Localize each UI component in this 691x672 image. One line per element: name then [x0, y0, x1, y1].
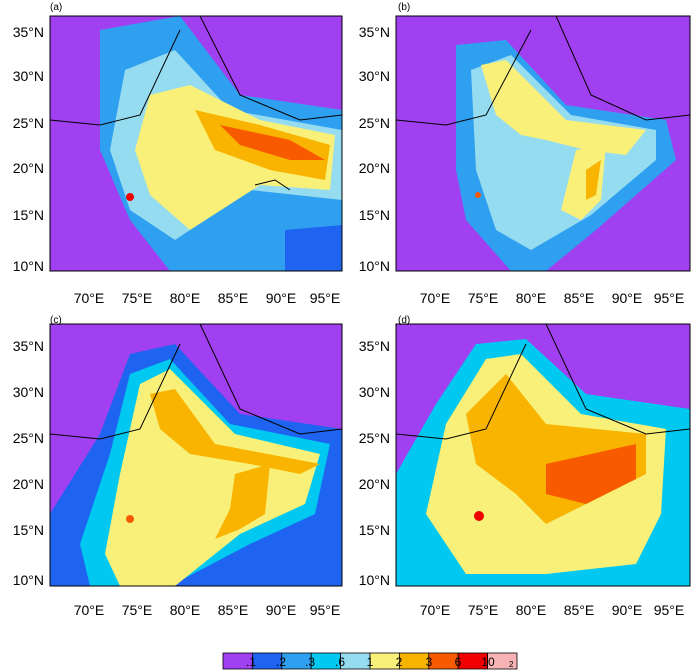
map-canvas-a	[49, 15, 343, 272]
lon-label-70E-a: 70°E	[73, 290, 105, 306]
lon-label-75E-a: 75°E	[121, 290, 153, 306]
colorbar-unit-superscript: 2	[509, 660, 514, 669]
lon-label-75E-b: 75°E	[467, 290, 499, 306]
lat-label-10N-a: 10°N	[12, 258, 44, 274]
lat-label-25N-d: 25°N	[358, 430, 390, 446]
lat-label-20N-a: 20°N	[12, 160, 44, 176]
lon-label-95E-a: 95°E	[309, 290, 341, 306]
lon-label-80E-c: 80°E	[169, 602, 201, 618]
lon-label-80E-a: 80°E	[169, 290, 201, 306]
lon-label-85E-b: 85°E	[563, 290, 595, 306]
lat-label-25N-a: 25°N	[12, 115, 44, 131]
lat-label-35N-b: 35°N	[358, 24, 390, 40]
lon-label-85E-a: 85°E	[217, 290, 249, 306]
lon-label-70E-b: 70°E	[419, 290, 451, 306]
panel-label-d: (d)	[398, 315, 411, 326]
lon-label-90E-c: 90°E	[265, 602, 297, 618]
colorbar	[222, 652, 518, 670]
lon-label-90E-d: 90°E	[611, 602, 643, 618]
panel-label-a: (a)	[50, 2, 63, 13]
colorbar-label-6: 6	[454, 655, 462, 669]
lat-label-15N-b: 15°N	[358, 207, 390, 223]
map-panel-a: (a) 35°N 30°N 25°N 20°N 15°N 10°N 70°E 7…	[0, 0, 345, 306]
lon-label-90E-b: 90°E	[611, 290, 643, 306]
lat-label-20N-c: 20°N	[12, 476, 44, 492]
colorbar-label-2: 2	[395, 655, 403, 669]
lat-label-30N-a: 30°N	[12, 68, 44, 84]
lon-label-75E-d: 75°E	[467, 602, 499, 618]
colorbar-label-3: 3	[425, 655, 433, 669]
lat-label-30N-d: 30°N	[358, 384, 390, 400]
map-canvas-c	[49, 323, 343, 587]
panel-label-b: (b)	[398, 2, 411, 13]
lon-label-70E-c: 70°E	[73, 602, 105, 618]
lon-label-95E-d: 95°E	[653, 602, 685, 618]
colorbar-label-0.1: .1	[245, 655, 256, 669]
lat-label-10N-c: 10°N	[12, 572, 44, 588]
map-canvas-d	[395, 323, 691, 587]
colorbar-swatch-9	[487, 652, 518, 670]
lon-label-90E-a: 90°E	[265, 290, 297, 306]
lat-label-15N-d: 15°N	[358, 522, 390, 538]
lon-label-85E-d: 85°E	[563, 602, 595, 618]
colorbar-label-0.3: .3	[304, 655, 315, 669]
map-panel-c	[0, 314, 345, 614]
lat-label-10N-b: 10°N	[358, 258, 390, 274]
lat-label-35N-d: 35°N	[358, 338, 390, 354]
lon-label-75E-c: 75°E	[121, 602, 153, 618]
lat-label-35N-c: 35°N	[12, 338, 44, 354]
map-panel-b	[346, 0, 691, 300]
lat-label-30N-b: 30°N	[358, 68, 390, 84]
lon-label-70E-d: 70°E	[419, 602, 451, 618]
lat-label-20N-d: 20°N	[358, 476, 390, 492]
map-canvas-b	[395, 15, 691, 272]
lon-label-95E-c: 95°E	[309, 602, 341, 618]
lat-label-10N-d: 10°N	[358, 572, 390, 588]
lat-label-20N-b: 20°N	[358, 160, 390, 176]
lon-label-85E-c: 85°E	[217, 602, 249, 618]
panel-label-c: (c)	[50, 315, 62, 326]
colorbar-label-0.2: .2	[275, 655, 286, 669]
lon-label-80E-b: 80°E	[515, 290, 547, 306]
colorbar-label-10: 10	[481, 655, 495, 669]
colorbar-label-0.6: .6	[334, 655, 345, 669]
lat-label-15N-a: 15°N	[12, 207, 44, 223]
lat-label-30N-c: 30°N	[12, 384, 44, 400]
lat-label-25N-c: 25°N	[12, 430, 44, 446]
colorbar-label-1: 1	[366, 655, 374, 669]
map-panel-d	[346, 314, 691, 614]
lon-label-95E-b: 95°E	[653, 290, 685, 306]
lat-label-15N-c: 15°N	[12, 522, 44, 538]
lat-label-25N-b: 25°N	[358, 115, 390, 131]
lat-label-35N-a: 35°N	[12, 24, 44, 40]
lon-label-80E-d: 80°E	[515, 602, 547, 618]
